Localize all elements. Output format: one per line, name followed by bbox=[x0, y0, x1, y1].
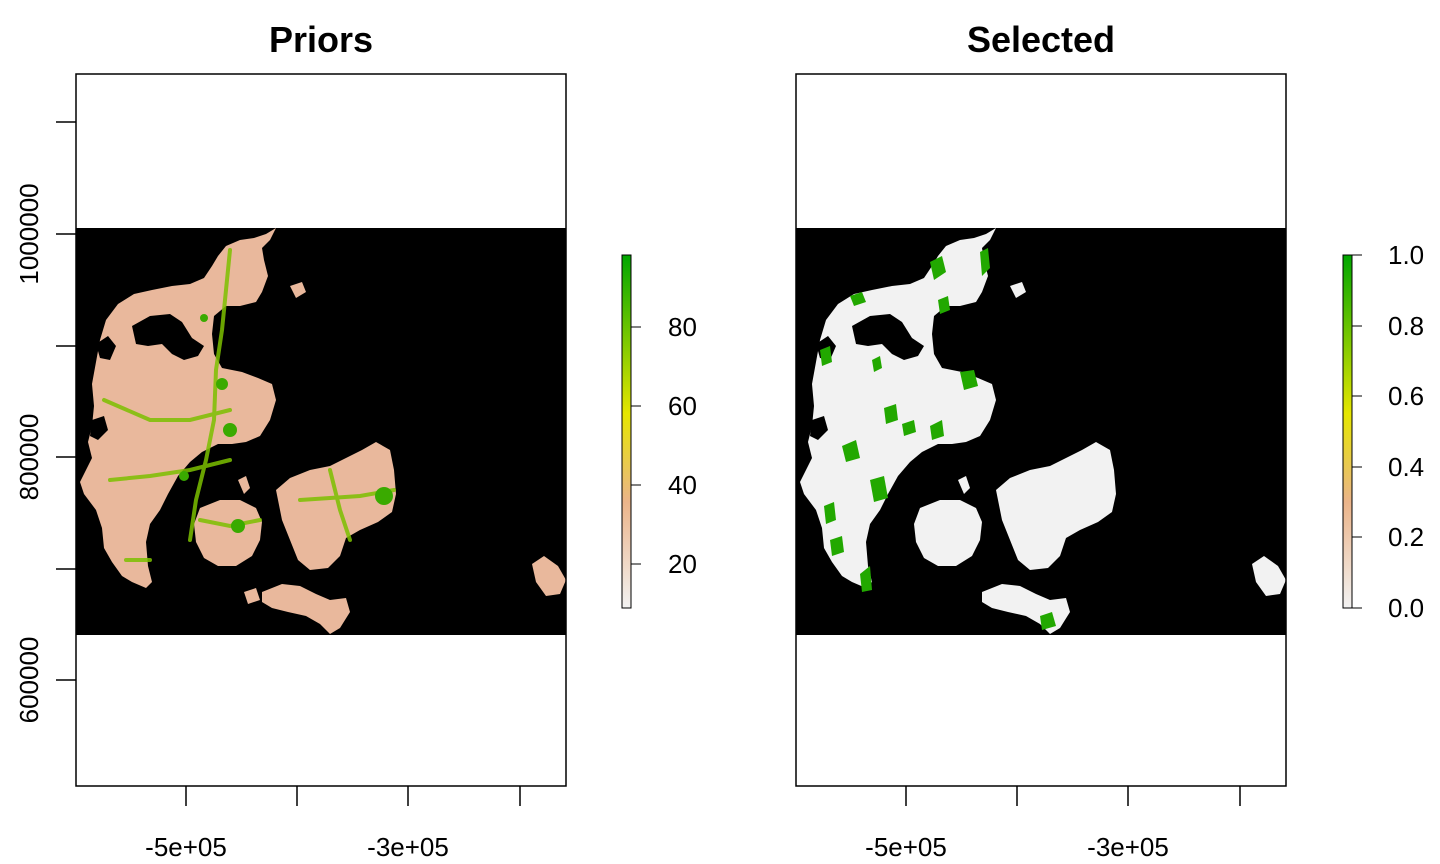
selected-legend-label: 0.2 bbox=[1388, 522, 1424, 552]
selected-x-tick-label: -5e+05 bbox=[865, 832, 947, 862]
priors-y-tick-label: 1000000 bbox=[14, 183, 44, 284]
priors-y-tick-label: 600000 bbox=[14, 637, 44, 724]
priors-legend-label: 40 bbox=[668, 470, 697, 500]
priors-legend-label: 80 bbox=[668, 312, 697, 342]
priors-x-tick-label: -5e+05 bbox=[145, 832, 227, 862]
priors-land bbox=[80, 228, 566, 634]
selected-laeso bbox=[1010, 282, 1026, 298]
priors-x-tick-label: -3e+05 bbox=[367, 832, 449, 862]
selected-legend-label: 0.6 bbox=[1388, 381, 1424, 411]
selected-land bbox=[800, 228, 1286, 634]
priors-y-tick-label: 800000 bbox=[14, 414, 44, 501]
selected-zealand bbox=[996, 442, 1116, 570]
priors-title: Priors bbox=[269, 19, 373, 60]
priors-limfjord bbox=[132, 314, 204, 360]
selected-title: Selected bbox=[967, 19, 1115, 60]
selected-legend-label: 0.0 bbox=[1388, 593, 1424, 623]
priors-bornholm bbox=[532, 556, 566, 596]
selected-legend-ticks bbox=[1352, 254, 1362, 609]
priors-panel: Priors bbox=[14, 19, 697, 862]
selected-legend-label: 1.0 bbox=[1388, 240, 1424, 270]
selected-fjord-2 bbox=[810, 416, 828, 440]
priors-x-axis bbox=[185, 786, 521, 806]
priors-y-axis bbox=[56, 121, 76, 681]
priors-legend-label: 60 bbox=[668, 391, 697, 421]
selected-x-tick-label: -3e+05 bbox=[1087, 832, 1169, 862]
selected-x-axis bbox=[905, 786, 1241, 806]
priors-zealand bbox=[276, 442, 396, 570]
priors-laeso bbox=[290, 282, 306, 298]
priors-jutland bbox=[80, 228, 276, 588]
selected-bornholm bbox=[1252, 556, 1286, 596]
selected-colorbar bbox=[1342, 254, 1353, 609]
priors-samso bbox=[238, 476, 250, 494]
priors-legend: 20 40 60 80 bbox=[621, 254, 697, 609]
priors-funen bbox=[194, 500, 262, 566]
selected-panel: Selected bbox=[795, 19, 1424, 862]
priors-high-values bbox=[102, 248, 396, 562]
selected-legend-label: 0.8 bbox=[1388, 311, 1424, 341]
selected-plot-box bbox=[795, 73, 1287, 787]
selected-legend: 0.0 0.2 0.4 0.6 0.8 1.0 bbox=[1342, 240, 1424, 623]
priors-fjord-2 bbox=[90, 416, 108, 440]
selected-legend-label: 0.4 bbox=[1388, 452, 1424, 482]
priors-legend-ticks bbox=[631, 326, 641, 565]
priors-lolland bbox=[262, 584, 350, 634]
priors-island-s bbox=[244, 588, 260, 604]
selected-samso bbox=[958, 476, 970, 494]
priors-fjord-1 bbox=[96, 336, 116, 360]
priors-legend-label: 20 bbox=[668, 549, 697, 579]
selected-limfjord bbox=[852, 314, 924, 360]
priors-plot-box bbox=[75, 73, 567, 787]
selected-funen bbox=[914, 500, 982, 566]
selected-patches bbox=[820, 248, 1056, 630]
priors-cities bbox=[179, 314, 393, 533]
selected-jutland bbox=[800, 228, 996, 588]
priors-colorbar bbox=[621, 254, 632, 609]
